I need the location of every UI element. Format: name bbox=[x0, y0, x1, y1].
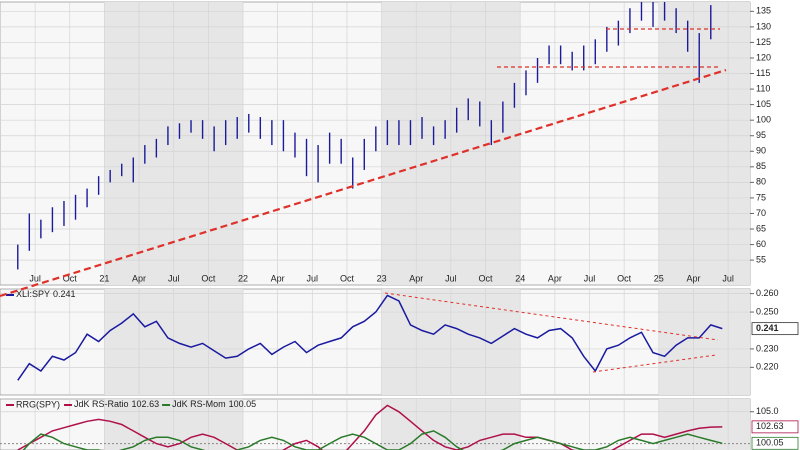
x-tick-label: Jul bbox=[168, 273, 180, 283]
y-tick-label: 65 bbox=[756, 223, 766, 233]
ratio-trendline bbox=[592, 354, 717, 373]
legend-name: XLI:SPY bbox=[16, 289, 50, 299]
support-trendline bbox=[0, 68, 727, 298]
y-tick-label: 125 bbox=[756, 37, 771, 47]
y-tick-label: 115 bbox=[756, 68, 770, 78]
x-tick-label: Jul bbox=[584, 273, 596, 283]
y-tick-label: 0.250 bbox=[756, 306, 779, 316]
y-tick-label: 100 bbox=[756, 115, 771, 125]
y-tick-label: 60 bbox=[756, 239, 766, 249]
series-line bbox=[17, 404, 723, 450]
x-tick-label: Jul bbox=[722, 273, 734, 283]
y-tick-label: 0.220 bbox=[756, 362, 779, 372]
x-tick-label: Apr bbox=[132, 273, 146, 283]
legend-value: 100.05 bbox=[229, 399, 257, 409]
x-tick-label: 22 bbox=[238, 273, 248, 283]
y-tick-label: 110 bbox=[756, 83, 770, 93]
y-tick-label: 70 bbox=[756, 208, 766, 218]
y-tick-label: 105.0 bbox=[756, 406, 779, 416]
x-tick-label: 23 bbox=[377, 273, 387, 283]
x-tick-label: Apr bbox=[409, 273, 423, 283]
value-badge bbox=[751, 322, 799, 336]
x-tick-label: Oct bbox=[479, 273, 494, 283]
x-tick-label: Jul bbox=[445, 273, 457, 283]
y-tick-label: 85 bbox=[756, 161, 766, 171]
year-band bbox=[658, 289, 750, 395]
y-tick-label: 90 bbox=[756, 146, 766, 156]
y-tick-label: 75 bbox=[756, 192, 766, 202]
x-tick-label: Apr bbox=[686, 273, 700, 283]
y-tick-label: 0.260 bbox=[756, 288, 779, 298]
legend-value: 102.63 bbox=[132, 399, 160, 409]
x-tick-label: Oct bbox=[617, 273, 632, 283]
value-badge bbox=[751, 436, 799, 450]
x-tick-label: Apr bbox=[548, 273, 562, 283]
value-badge-label: 100.05 bbox=[756, 438, 784, 448]
y-tick-label: 55 bbox=[756, 254, 766, 264]
legend-value: 0.241 bbox=[53, 289, 76, 299]
x-tick-label: Apr bbox=[271, 273, 285, 283]
x-tick-label: 24 bbox=[515, 273, 525, 283]
x-tick-label: Jul bbox=[29, 273, 41, 283]
legend-name: JdK RS-Mom bbox=[172, 399, 226, 409]
x-tick-label: 21 bbox=[99, 273, 109, 283]
x-tick-label: Oct bbox=[63, 273, 78, 283]
y-tick-label: 135 bbox=[756, 6, 771, 16]
x-tick-label: 25 bbox=[654, 273, 664, 283]
legend-label: JdK RS-Ratio 102.63 bbox=[74, 399, 159, 409]
trendlines bbox=[0, 28, 727, 373]
legend-label: XLI:SPY 0.241 bbox=[16, 289, 76, 299]
value-badge bbox=[751, 420, 799, 434]
legend-title: RRG(SPY) bbox=[16, 399, 60, 409]
y-tick-label: 95 bbox=[756, 130, 766, 140]
year-band bbox=[658, 2, 750, 285]
plot-backgrounds bbox=[0, 1, 751, 450]
x-tick-label: Jul bbox=[307, 273, 319, 283]
value-badge-label: 102.63 bbox=[756, 421, 784, 431]
x-tick-label: Oct bbox=[340, 273, 355, 283]
legend-label: JdK RS-Mom 100.05 bbox=[172, 399, 256, 409]
series-line bbox=[22, 430, 723, 450]
y-tick-label: 80 bbox=[756, 177, 766, 187]
value-badge-label: 0.241 bbox=[756, 323, 779, 333]
x-tick-label: Oct bbox=[201, 273, 216, 283]
ratio-trendline bbox=[384, 292, 719, 341]
series-line bbox=[17, 294, 723, 381]
y-tick-label: 130 bbox=[756, 21, 771, 31]
y-tick-label: 0.230 bbox=[756, 343, 779, 353]
year-band bbox=[658, 399, 750, 450]
y-tick-label: 120 bbox=[756, 52, 771, 62]
legend-name: JdK RS-Ratio bbox=[74, 399, 129, 409]
y-tick-label: 105 bbox=[756, 99, 771, 109]
